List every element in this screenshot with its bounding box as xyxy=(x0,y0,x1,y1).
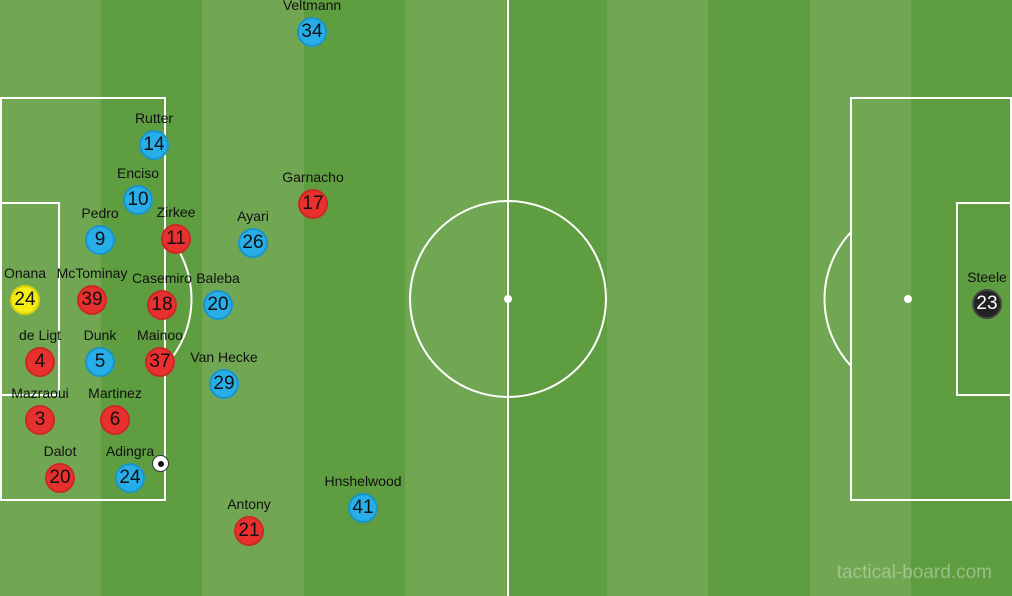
player-number: 18 xyxy=(147,290,177,320)
player-name: Zirkee xyxy=(156,204,196,220)
player-number: 24 xyxy=(10,285,40,315)
player-number: 26 xyxy=(238,228,268,258)
player-name: Rutter xyxy=(134,110,174,126)
player-number: 4 xyxy=(25,347,55,377)
player-name: Dunk xyxy=(83,327,117,343)
player-name: Mazraoui xyxy=(11,385,69,401)
player-name: Antony xyxy=(227,496,271,512)
player-name: Steele xyxy=(967,269,1007,285)
player-number: 37 xyxy=(145,347,175,377)
player-name: de Ligt xyxy=(18,327,62,343)
player-number: 11 xyxy=(161,224,191,254)
pitch-stripe xyxy=(708,0,810,596)
player-number: 29 xyxy=(209,369,239,399)
player-number: 41 xyxy=(348,493,378,523)
player-name: Enciso xyxy=(116,165,160,181)
player-name: Veltmann xyxy=(282,0,342,13)
player-number: 23 xyxy=(972,289,1002,319)
player-name: Baleba xyxy=(196,270,240,286)
player-number: 9 xyxy=(85,225,115,255)
player-name: Garnacho xyxy=(282,169,344,185)
pitch-stripe xyxy=(506,0,608,596)
player-number: 6 xyxy=(100,405,130,435)
player-name: Adingra xyxy=(105,443,155,459)
watermark: tactical-board.com xyxy=(836,562,992,583)
player-number: 20 xyxy=(45,463,75,493)
player-name: Martinez xyxy=(88,385,142,401)
player-number: 5 xyxy=(85,347,115,377)
player-number: 34 xyxy=(297,17,327,47)
player-number: 39 xyxy=(77,285,107,315)
player-number: 10 xyxy=(123,185,153,215)
player-name: McTominay xyxy=(56,265,128,281)
player-number: 21 xyxy=(234,516,264,546)
player-name: Onana xyxy=(3,265,47,281)
player-name: Casemiro xyxy=(132,270,192,286)
player-name: Ayari xyxy=(237,208,269,224)
player-number: 24 xyxy=(115,463,145,493)
player-number: 20 xyxy=(203,290,233,320)
player-name: Hnshelwood xyxy=(324,473,402,489)
player-name: Pedro xyxy=(81,205,119,221)
player-number: 14 xyxy=(139,130,169,160)
player-name: Van Hecke xyxy=(190,349,258,365)
player-name: Dalot xyxy=(43,443,77,459)
player-number: 17 xyxy=(298,189,328,219)
ball[interactable] xyxy=(152,455,169,472)
player-number: 3 xyxy=(25,405,55,435)
player-name: Mainoo xyxy=(137,327,183,343)
